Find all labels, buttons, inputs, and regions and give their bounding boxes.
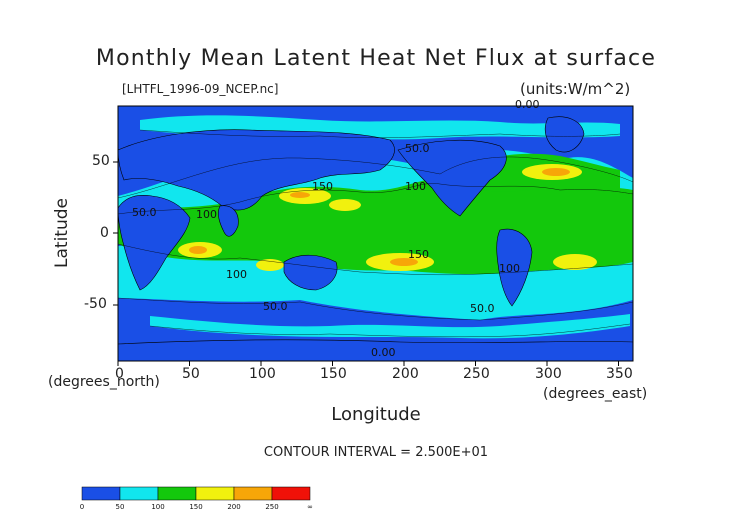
contour-label: 50.0 xyxy=(263,300,288,313)
contour-label: 150 xyxy=(408,248,429,261)
x-axis-label: Longitude xyxy=(331,404,421,425)
x-tick-label: 150 xyxy=(320,366,347,382)
y-tick-label: 0 xyxy=(100,225,109,241)
x-tick-label: 0 xyxy=(115,366,124,382)
colorbar-swatch xyxy=(81,486,121,501)
x-tick-label: 50 xyxy=(182,366,200,382)
contour-label: 0.00 xyxy=(371,346,396,359)
contour-label: 0.00 xyxy=(515,98,540,111)
contour-lines xyxy=(117,129,634,338)
x-axis-units: (degrees_east) xyxy=(543,386,648,402)
hotspot-orange-4 xyxy=(290,192,310,198)
colorbar-swatch xyxy=(233,486,273,501)
colorbar-label: 150 xyxy=(189,503,203,511)
land-eurasia xyxy=(117,129,395,211)
colorbar-label: 200 xyxy=(227,503,241,511)
y-tick-label: 50 xyxy=(92,153,110,169)
y-axis-units: (degrees_north) xyxy=(48,374,160,390)
colorbar-label: 250 xyxy=(265,503,279,511)
y-tick-label: -50 xyxy=(84,296,107,312)
axis-ticks xyxy=(113,161,619,366)
land-india xyxy=(218,205,239,237)
x-tick-label: 250 xyxy=(463,366,490,382)
colorbar-label: 50 xyxy=(115,503,125,511)
contour-label: 50.0 xyxy=(470,302,495,315)
colorbar-label: 0 xyxy=(79,503,85,511)
colorbar-label: 100 xyxy=(151,503,165,511)
hotspot-orange-1 xyxy=(189,246,207,254)
x-tick-label: 350 xyxy=(606,366,633,382)
colorbar-swatch xyxy=(157,486,197,501)
colorbar-swatch xyxy=(271,486,311,501)
contour-label: 150 xyxy=(312,180,333,193)
x-tick-label: 100 xyxy=(249,366,276,382)
contour-label: 50.0 xyxy=(132,206,157,219)
land-north-america xyxy=(397,139,507,217)
contour-label: 100 xyxy=(196,208,217,221)
x-tick-label: 200 xyxy=(392,366,419,382)
contour-interval: CONTOUR INTERVAL = 2.500E+01 xyxy=(263,445,489,460)
hotspot-orange-3 xyxy=(542,168,570,176)
contour-label: 100 xyxy=(499,262,520,275)
land-antarctica xyxy=(117,339,634,362)
hotspot-yellow-4 xyxy=(329,199,361,211)
colorbar-swatch xyxy=(195,486,235,501)
contour-label: 50.0 xyxy=(405,142,430,155)
land-africa xyxy=(117,195,191,291)
contour-label: 100 xyxy=(226,268,247,281)
colorbar-label: ∞ xyxy=(307,503,313,511)
land-greenland xyxy=(544,116,585,153)
colorbar-swatch xyxy=(119,486,159,501)
map-title: Monthly Mean Latent Heat Net Flux at sur… xyxy=(95,46,657,71)
land-south-america xyxy=(496,228,533,307)
southern-ocean-cyan xyxy=(150,314,630,339)
contour-label: 100 xyxy=(405,180,426,193)
hotspot-orange-2 xyxy=(390,258,418,266)
continents xyxy=(117,116,634,362)
hotspot-yellow-6 xyxy=(553,254,597,270)
land-australia xyxy=(283,254,338,291)
file-label: [LHTFL_1996-09_NCEP.nc] xyxy=(122,82,279,96)
units-label: (units:W/m^2) xyxy=(520,80,631,98)
x-tick-label: 300 xyxy=(535,366,562,382)
